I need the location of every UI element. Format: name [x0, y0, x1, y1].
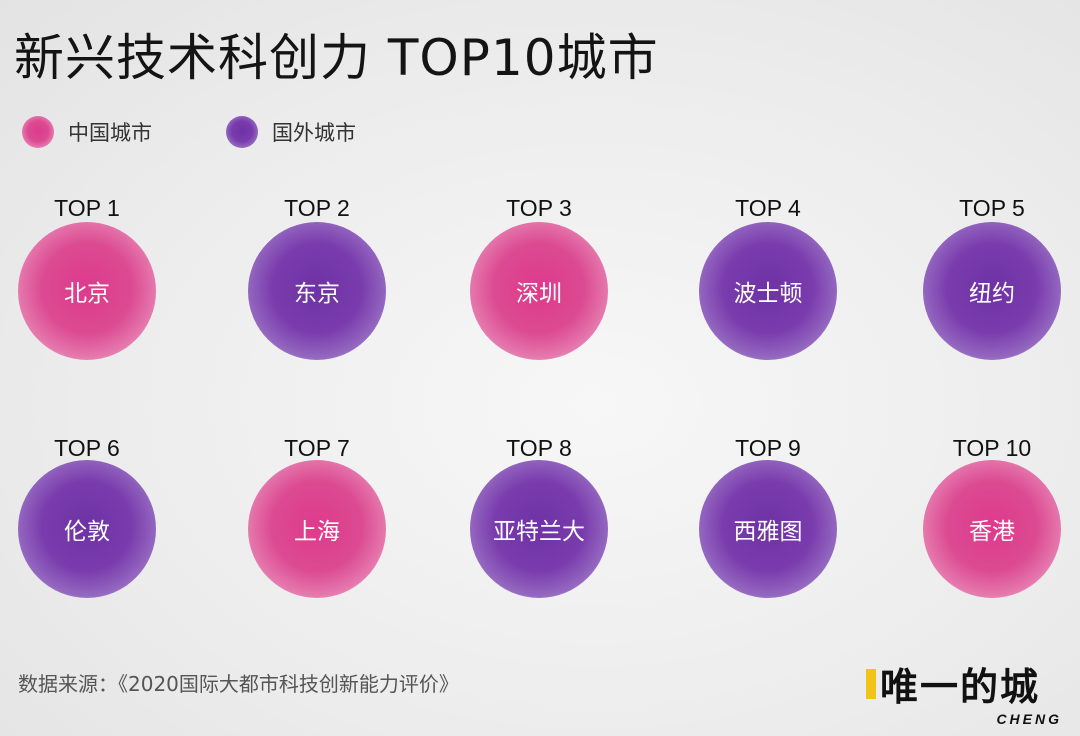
city-name-2: 东京: [294, 281, 340, 307]
rank-label-10: TOP 10: [952, 435, 1032, 461]
city-name-5: 纽约: [969, 281, 1015, 307]
legend-label-foreign: 国外城市: [272, 121, 356, 145]
rank-label-7: TOP 7: [284, 435, 350, 461]
city-bubble-10: 香港: [923, 460, 1061, 598]
rank-label-3: TOP 3: [506, 195, 572, 221]
logo-accent-bar: [866, 668, 876, 699]
city-bubble-5: 纽约: [923, 222, 1061, 360]
city-bubble-1: 北京: [18, 222, 156, 360]
city-bubble-2: 东京: [248, 222, 386, 360]
legend-dot-foreign: [226, 116, 258, 148]
city-bubble-3: 深圳: [470, 222, 608, 360]
city-bubble-7: 上海: [248, 460, 386, 598]
city-name-7: 上海: [294, 519, 340, 545]
city-name-1: 北京: [64, 281, 110, 307]
brand-logo: 唯一的城 CHENG: [866, 656, 1066, 727]
page-title: 新兴技术科创力 TOP10城市: [14, 29, 659, 87]
city-name-3: 深圳: [516, 281, 562, 307]
rank-label-6: TOP 6: [54, 435, 120, 461]
rank-label-5: TOP 5: [959, 195, 1025, 221]
city-bubble-4: 波士顿: [699, 222, 837, 360]
rank-label-1: TOP 1: [54, 195, 120, 221]
logo-cn-text: 唯一的城: [880, 665, 1041, 709]
city-bubble-8: 亚特兰大: [470, 460, 608, 598]
city-bubble-6: 伦敦: [18, 460, 156, 598]
legend-dot-domestic: [22, 116, 54, 148]
rank-label-8: TOP 8: [506, 435, 572, 461]
city-name-4: 波士顿: [733, 281, 803, 307]
city-name-10: 香港: [969, 519, 1015, 545]
logo-text: 唯一的城: [866, 656, 1066, 711]
source-note: 数据来源：《2020国际大都市科技创新能力评价》: [18, 672, 459, 696]
legend-item-domestic: 中国城市: [22, 112, 152, 152]
legend-item-foreign: 国外城市: [226, 112, 356, 152]
rank-label-2: TOP 2: [284, 195, 350, 221]
city-name-9: 西雅图: [733, 519, 803, 545]
city-name-6: 伦敦: [64, 519, 110, 545]
city-name-8: 亚特兰大: [493, 519, 585, 545]
city-bubble-9: 西雅图: [699, 460, 837, 598]
legend-label-domestic: 中国城市: [68, 121, 152, 145]
rank-label-4: TOP 4: [735, 195, 801, 221]
logo-en-text: CHENG: [996, 711, 1062, 727]
rank-label-9: TOP 9: [735, 435, 801, 461]
